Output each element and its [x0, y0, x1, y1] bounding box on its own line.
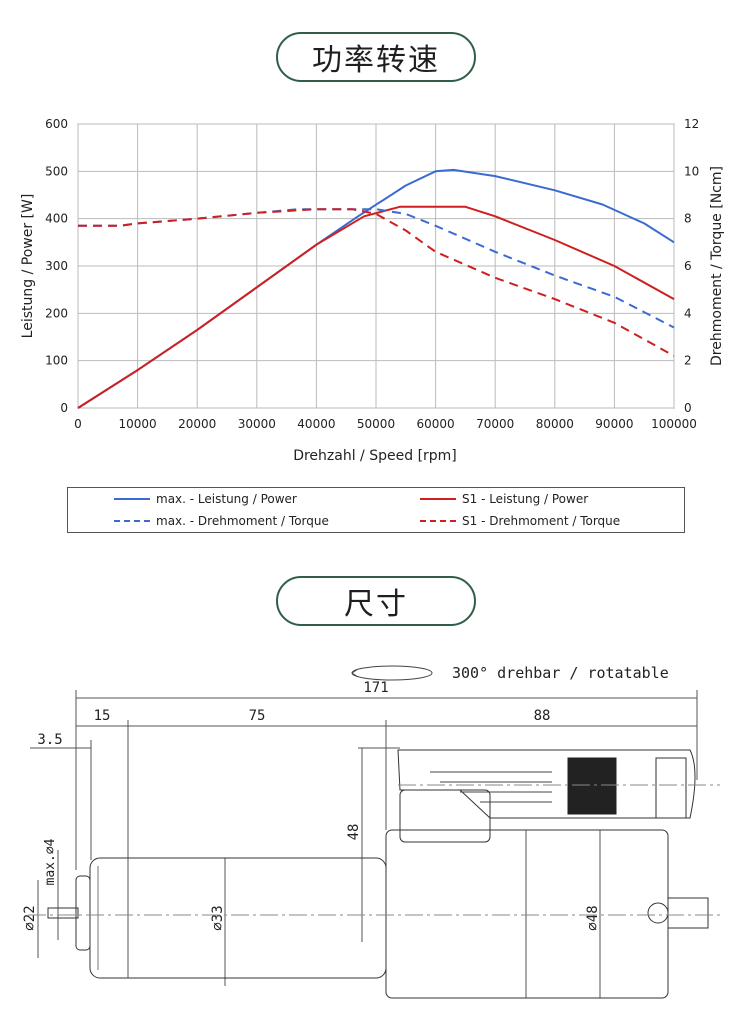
rear-housing: [385, 829, 669, 999]
chart-series: [77, 168, 675, 409]
dia-4: max.⌀4: [43, 838, 58, 885]
y2-tick-label: 0: [684, 401, 692, 415]
rotation-icon: [351, 665, 433, 681]
legend-label: S1 - Leistung / Power: [462, 492, 589, 506]
section-title: 功率转速: [312, 43, 440, 78]
series-line-3: [78, 208, 675, 357]
y-tick-label: 200: [45, 306, 68, 320]
y-tick-label: 600: [45, 117, 68, 131]
rotation-note: 300° drehbar / rotatable: [452, 664, 669, 682]
legend-swatch: [114, 498, 150, 500]
section-title: 尺寸: [344, 587, 408, 622]
legend-label: max. - Leistung / Power: [156, 492, 297, 506]
y2-tick-label: 12: [684, 117, 699, 131]
x-tick-label: 50000: [357, 417, 395, 431]
dimension-lines: [30, 690, 698, 998]
legend-item: S1 - Leistung / Power: [420, 492, 588, 506]
dim-15: 15: [94, 708, 111, 724]
x-tick-label: 100000: [651, 417, 697, 431]
dim-48-height: 48: [346, 824, 362, 841]
legend-swatch: [420, 498, 456, 500]
x-tick-label: 70000: [476, 417, 514, 431]
dia-48: ⌀48: [585, 905, 601, 930]
legend-label: max. - Drehmoment / Torque: [156, 514, 329, 528]
chart-legend: max. - Leistung / Power S1 - Leistung / …: [67, 487, 685, 533]
y2-tick-label: 8: [684, 212, 692, 226]
x-axis-label: Drehzahl / Speed [rpm]: [293, 448, 457, 464]
section-header-dimensions: 尺寸: [276, 576, 476, 626]
legend-item: max. - Drehmoment / Torque: [114, 514, 329, 528]
x-tick-label: 0: [74, 417, 82, 431]
shaft: [47, 907, 79, 919]
power-speed-chart: 0 10000 20000 30000 40000 50000 60000 70000 8000…: [20, 117, 725, 464]
legend-item: S1 - Drehmoment / Torque: [420, 514, 620, 528]
chart-grid: [77, 123, 675, 409]
legend-label: S1 - Drehmoment / Torque: [462, 514, 621, 528]
x-tick-label: 60000: [417, 417, 455, 431]
motor-body: [89, 857, 387, 979]
dim-75: 75: [249, 708, 266, 724]
legend-swatch: [420, 520, 456, 522]
x-tick-label: 20000: [178, 417, 216, 431]
y2-tick-label: 10: [684, 164, 699, 178]
dim-88: 88: [534, 708, 551, 724]
y-tick-label: 100: [45, 354, 68, 368]
x-tick-label: 10000: [119, 417, 157, 431]
y-tick-label: 300: [45, 259, 68, 273]
series-line-1: [77, 205, 675, 409]
section-header-power-speed: 功率转速: [276, 32, 476, 82]
dia-22: ⌀22: [22, 905, 38, 930]
y2-tick-label: 4: [684, 306, 692, 320]
y-axis-label: Leistung / Power [W]: [20, 194, 36, 339]
dia-33: ⌀33: [210, 905, 226, 930]
y-tick-label: 0: [60, 401, 68, 415]
x-tick-label: 80000: [536, 417, 574, 431]
x-tick-label: 30000: [238, 417, 276, 431]
dimension-drawing: 300° drehbar / rotatable 171 15 75 88 3.…: [22, 664, 720, 999]
x-tick-label: 90000: [595, 417, 633, 431]
y2-tick-label: 6: [684, 259, 692, 273]
y-tick-label: 500: [45, 164, 68, 178]
y2-axis-label: Drehmoment / Torque [Ncm]: [709, 166, 725, 366]
dim-3-5: 3.5: [37, 732, 62, 748]
rear-connector: [667, 897, 709, 929]
y-tick-label: 400: [45, 212, 68, 226]
x-tick-label: 40000: [297, 417, 335, 431]
legend-swatch: [114, 520, 150, 522]
dim-total: 171: [363, 680, 388, 696]
y2-tick-label: 2: [684, 354, 692, 368]
chart-ticks: 0 10000 20000 30000 40000 50000 60000 70000 8000…: [45, 117, 699, 431]
legend-item: max. - Leistung / Power: [114, 492, 297, 506]
connector-housing: [397, 749, 696, 843]
